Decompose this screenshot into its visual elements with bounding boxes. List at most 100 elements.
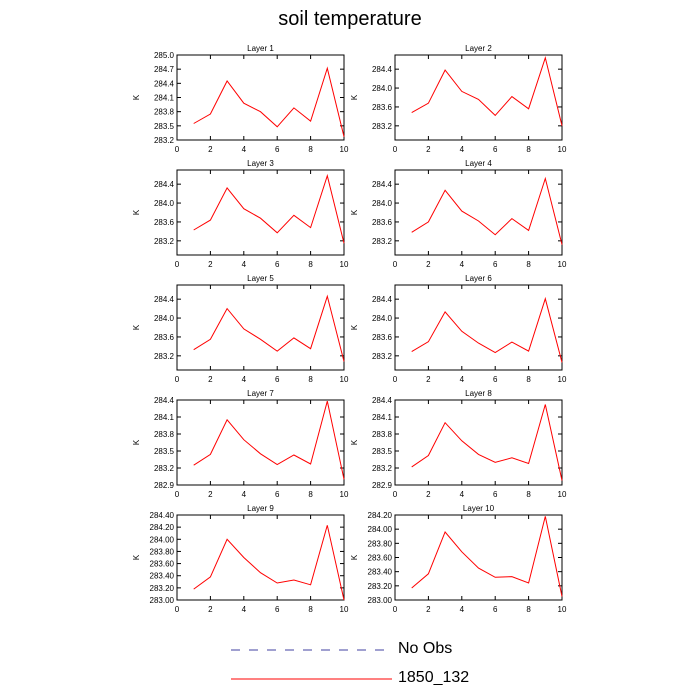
x-tick-label: 4 xyxy=(242,260,247,269)
y-tick-label: 284.4 xyxy=(154,79,175,88)
x-tick-label: 8 xyxy=(526,145,531,154)
y-tick-label: 284.4 xyxy=(372,396,393,405)
x-tick-label: 2 xyxy=(426,605,431,614)
y-axis-label: K xyxy=(350,209,359,215)
y-axis-label: K xyxy=(132,439,141,445)
x-tick-label: 8 xyxy=(308,260,313,269)
x-tick-label: 0 xyxy=(393,260,398,269)
y-tick-label: 284.1 xyxy=(154,413,175,422)
series-line-1850-132 xyxy=(411,55,563,126)
panel-title: Layer 9 xyxy=(247,504,274,513)
x-tick-label: 10 xyxy=(558,375,567,384)
plot-frame xyxy=(176,169,345,256)
plot-frame xyxy=(394,399,563,486)
series-line-1850-132 xyxy=(193,525,345,601)
x-tick-label: 8 xyxy=(308,375,313,384)
panel-layer-9: Layer 9 K 0 2 4 6 8 10 283.00 283.20 283.40 283.60 2… xyxy=(132,504,349,614)
x-tick-label: 8 xyxy=(526,375,531,384)
plot-frame xyxy=(394,284,563,371)
x-tick-label: 6 xyxy=(275,260,280,269)
y-tick-label: 283.2 xyxy=(154,352,175,361)
x-tick-label: 10 xyxy=(558,605,567,614)
y-tick-label: 283.2 xyxy=(372,122,393,131)
x-tick-label: 0 xyxy=(175,375,180,384)
y-tick-label: 283.6 xyxy=(372,103,393,112)
x-tick-label: 0 xyxy=(393,605,398,614)
plot-frame xyxy=(176,54,345,141)
y-tick-label: 283.40 xyxy=(368,568,393,577)
x-tick-label: 6 xyxy=(493,490,498,499)
x-tick-label: 2 xyxy=(208,375,213,384)
y-tick-label: 283.8 xyxy=(154,430,175,439)
panel-title: Layer 3 xyxy=(247,159,274,168)
plot-frame xyxy=(176,284,345,371)
x-tick-label: 6 xyxy=(493,260,498,269)
panel-title: Layer 5 xyxy=(247,274,274,283)
x-tick-label: 4 xyxy=(460,375,465,384)
x-tick-label: 10 xyxy=(340,490,349,499)
series-line-1850-132 xyxy=(193,173,345,244)
x-tick-label: 2 xyxy=(426,260,431,269)
y-tick-label: 283.5 xyxy=(154,447,175,456)
figure-title: soil temperature xyxy=(278,8,422,30)
y-tick-label: 283.5 xyxy=(372,447,393,456)
y-tick-label: 283.6 xyxy=(372,218,393,227)
x-tick-label: 10 xyxy=(340,260,349,269)
plot-frame xyxy=(176,399,345,486)
series-line-1850-132 xyxy=(411,516,563,597)
y-tick-label: 284.0 xyxy=(372,84,393,93)
y-tick-label: 283.40 xyxy=(150,572,175,581)
y-tick-label: 283.80 xyxy=(150,547,175,556)
y-axis-label: K xyxy=(132,324,141,330)
y-axis-label: K xyxy=(350,439,359,445)
panel-layer-3: Layer 3 K 0 2 4 6 8 10 283.2 283.6 284.0 284.4 xyxy=(132,159,349,269)
y-tick-label: 284.4 xyxy=(154,180,175,189)
y-tick-label: 284.40 xyxy=(150,511,175,520)
x-tick-label: 6 xyxy=(275,605,280,614)
x-tick-label: 6 xyxy=(275,375,280,384)
y-axis-label: K xyxy=(132,94,141,100)
y-tick-label: 283.8 xyxy=(154,108,175,117)
x-tick-label: 4 xyxy=(242,145,247,154)
y-tick-label: 284.0 xyxy=(372,199,393,208)
y-tick-label: 284.20 xyxy=(150,523,175,532)
x-tick-label: 6 xyxy=(493,375,498,384)
y-tick-label: 284.1 xyxy=(372,413,393,422)
panel-title: Layer 4 xyxy=(465,159,492,168)
x-tick-label: 6 xyxy=(275,145,280,154)
y-tick-label: 284.0 xyxy=(372,314,393,323)
series-line-1850-132 xyxy=(411,404,563,481)
x-tick-label: 10 xyxy=(558,490,567,499)
x-tick-label: 0 xyxy=(393,490,398,499)
y-tick-label: 283.2 xyxy=(154,136,175,145)
panel-title: Layer 1 xyxy=(247,44,274,53)
y-tick-label: 283.2 xyxy=(154,464,175,473)
panel-layer-2: Layer 2 K 0 2 4 6 8 10 283.2 283.6 284.0 284.4 xyxy=(350,44,567,154)
y-tick-label: 283.20 xyxy=(368,582,393,591)
y-tick-label: 283.2 xyxy=(372,352,393,361)
y-axis-label: K xyxy=(132,554,141,560)
y-tick-label: 283.00 xyxy=(150,596,175,605)
x-tick-label: 0 xyxy=(175,605,180,614)
y-tick-label: 283.2 xyxy=(372,237,393,246)
x-tick-label: 6 xyxy=(275,490,280,499)
x-tick-label: 6 xyxy=(493,605,498,614)
x-tick-label: 4 xyxy=(460,605,465,614)
panel-layer-1: Layer 1 K 0 2 4 6 8 10 283.2 283.5 283.8 284.1 284.4… xyxy=(132,44,349,154)
y-axis-label: K xyxy=(132,209,141,215)
y-tick-label: 283.6 xyxy=(372,333,393,342)
x-tick-label: 10 xyxy=(558,145,567,154)
y-axis-label: K xyxy=(350,94,359,100)
y-tick-label: 284.0 xyxy=(154,199,175,208)
panel-title: Layer 10 xyxy=(463,504,495,513)
y-tick-label: 282.9 xyxy=(372,481,393,490)
x-tick-label: 4 xyxy=(460,490,465,499)
y-tick-label: 284.00 xyxy=(368,525,393,534)
panel-layer-6: Layer 6 K 0 2 4 6 8 10 283.2 283.6 284.0 284.4 xyxy=(350,274,567,384)
panel-layer-7: Layer 7 K 0 2 4 6 8 10 282.9 283.2 283.5 283.8 284.1… xyxy=(132,389,349,499)
x-tick-label: 10 xyxy=(340,375,349,384)
panel-layer-4: Layer 4 K 0 2 4 6 8 10 283.2 283.6 284.0 284.4 xyxy=(350,159,567,269)
x-tick-label: 10 xyxy=(558,260,567,269)
x-tick-label: 2 xyxy=(426,145,431,154)
x-tick-label: 8 xyxy=(308,490,313,499)
